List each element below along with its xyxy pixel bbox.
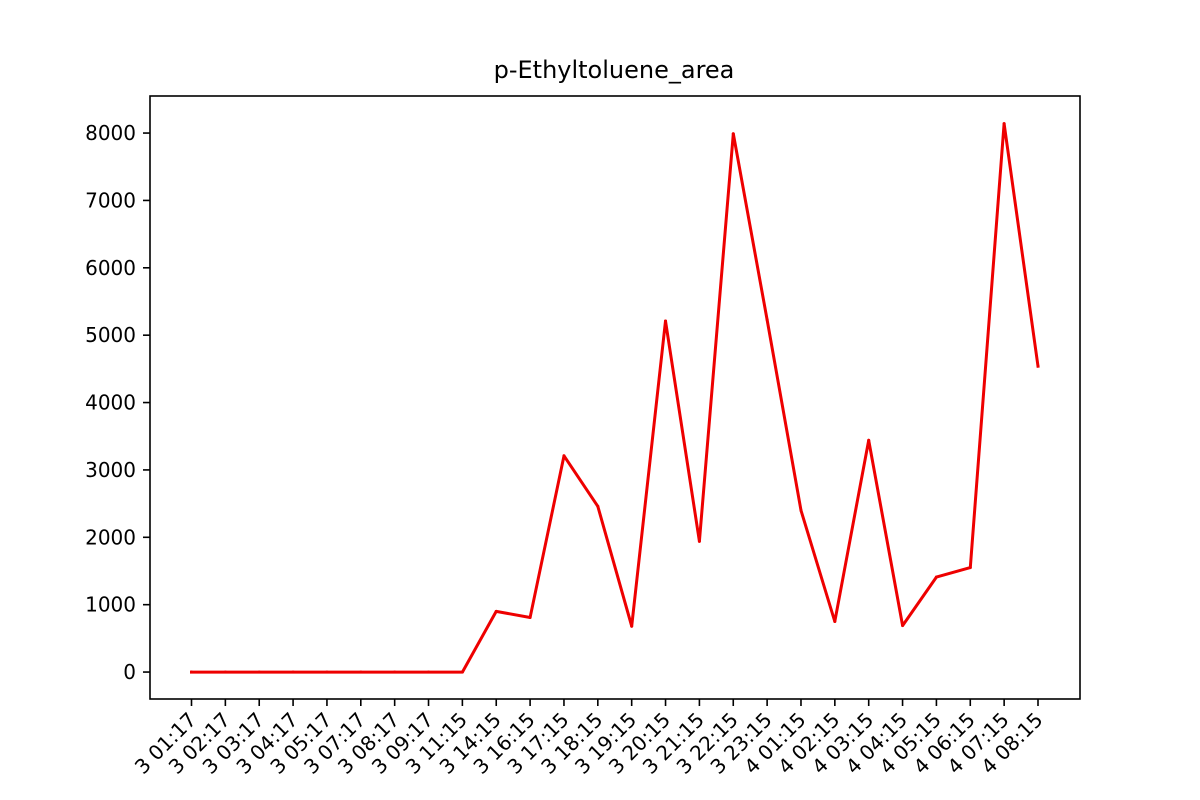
y-axis: 0 1000 2000 3000 4000 5000 6000 7000 8000 xyxy=(85,121,150,684)
y-tick-label: 4000 xyxy=(85,391,136,415)
data-point xyxy=(325,670,329,674)
y-tick-label: 6000 xyxy=(85,256,136,280)
chart-title: p-Ethyltoluene_area xyxy=(494,56,735,84)
y-tick-label: 8000 xyxy=(85,121,136,145)
series-line xyxy=(190,122,1040,674)
data-point xyxy=(901,624,905,628)
data-point xyxy=(190,670,193,674)
data-point xyxy=(223,670,227,674)
data-point xyxy=(562,454,566,458)
plot-area-frame xyxy=(149,95,1081,700)
data-point xyxy=(460,670,464,674)
y-tick-label: 5000 xyxy=(85,323,136,347)
data-point xyxy=(393,670,397,674)
y-tick-label: 0 xyxy=(123,660,136,684)
y-tick-label: 3000 xyxy=(85,458,136,482)
data-point xyxy=(833,620,837,624)
data-point xyxy=(664,319,668,323)
series-group xyxy=(190,122,1040,674)
data-point xyxy=(934,575,938,579)
data-point xyxy=(765,318,769,322)
data-point xyxy=(528,615,532,619)
data-point xyxy=(257,670,261,674)
data-point xyxy=(1036,364,1040,368)
x-axis: 3 01:173 02:173 03:173 04:173 05:173 07:… xyxy=(130,699,1048,779)
data-point xyxy=(799,508,803,512)
data-point xyxy=(731,132,735,136)
data-point xyxy=(359,670,363,674)
data-point xyxy=(697,539,701,543)
data-point xyxy=(494,609,498,613)
y-tick-label: 7000 xyxy=(85,188,136,212)
y-tick-label: 2000 xyxy=(85,525,136,549)
y-tick-label: 1000 xyxy=(85,593,136,617)
data-point xyxy=(427,670,431,674)
data-point xyxy=(596,504,600,508)
data-point xyxy=(1002,122,1006,126)
data-point xyxy=(630,624,634,628)
data-point xyxy=(867,438,871,442)
data-point xyxy=(968,566,972,570)
data-point xyxy=(291,670,295,674)
